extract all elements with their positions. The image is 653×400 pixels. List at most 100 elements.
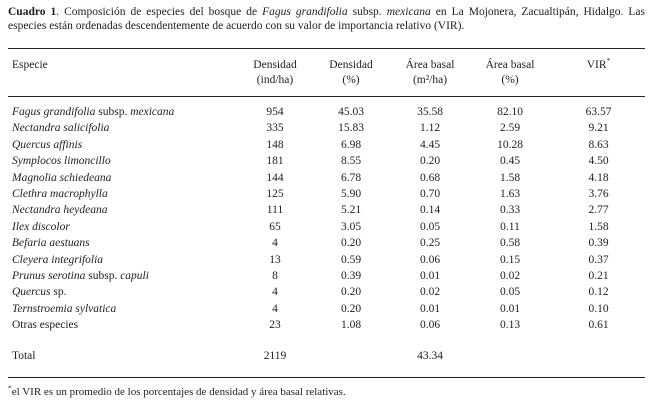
value-cell: 0.02 xyxy=(419,286,441,299)
table-row: Ternstroemia sylvatica 4 0.20 0.01 0.01 0.10 xyxy=(8,301,645,317)
value-cell: 0.37 xyxy=(588,253,609,266)
text-segment: Symplocos limoncillo xyxy=(12,155,111,168)
column-header-line: Especie xyxy=(12,59,48,71)
table-footnote: *el VIR es un promedio de los porcentaje… xyxy=(8,384,645,399)
column-header: VIR* xyxy=(552,48,645,97)
text-segment: Magnolia schiedeana xyxy=(12,171,112,184)
species-table: Especie Densidad (ind/ha) Densidad (%) Área b… xyxy=(8,48,645,379)
value-cell: 0.06 xyxy=(419,253,441,266)
value-cell: 8.55 xyxy=(340,155,362,168)
text-segment: . Composición de especies del bosque de xyxy=(56,6,263,18)
text-segment: Cleyera integrifolia xyxy=(12,253,104,266)
value-cell: 8.63 xyxy=(588,138,609,151)
value-cell: 0.21 xyxy=(588,270,609,283)
text-segment: Quercus xyxy=(12,286,51,299)
text-segment: Otras especies xyxy=(12,319,79,332)
table-row: Symplocos limoncillo 181 8.55 0.20 0.45 4.50 xyxy=(8,153,645,169)
table-row: Fagus grandifolia subsp. mexicana 954 45.0… xyxy=(8,97,645,121)
value-cell: 8 xyxy=(272,270,278,283)
value-cell: 0.20 xyxy=(340,302,362,315)
total-value-cell: 2119 xyxy=(263,349,287,362)
value-cell: 2.77 xyxy=(588,204,609,217)
species-name-cell: Ilex discolor xyxy=(8,219,240,235)
value-cell: 0.33 xyxy=(499,204,521,217)
value-cell: 82.10 xyxy=(497,106,523,118)
value-cell: 4 xyxy=(272,302,278,315)
value-cell: 5.21 xyxy=(340,204,362,217)
table-row: Nectandra heydeana 111 5.21 0.14 0.33 2.77 xyxy=(8,202,645,218)
text-segment: Fagus grandifolia xyxy=(262,6,348,18)
text-segment: Prunus serotina xyxy=(12,270,86,283)
header-row: Especie Densidad (ind/ha) Densidad (%) Área b… xyxy=(8,48,645,97)
table-body: Fagus grandifolia subsp. mexicana 954 45.0… xyxy=(8,97,645,334)
value-cell: 0.11 xyxy=(500,220,520,233)
text-segment: Nectandra salicifolia xyxy=(12,122,110,135)
value-cell: 9.21 xyxy=(588,122,609,135)
species-name-cell: Otras especies xyxy=(8,317,240,333)
table-row: Quercus sp. 4 0.20 0.02 0.05 0.12 xyxy=(8,284,645,300)
value-cell: 4.45 xyxy=(419,138,441,151)
value-cell: 335 xyxy=(266,122,284,135)
value-cell: 0.20 xyxy=(419,155,441,168)
value-cell: 0.01 xyxy=(499,302,521,315)
table-row: Quercus affinis 148 6.98 4.45 10.28 8.63 xyxy=(8,137,645,153)
text-segment: Clethra macrophylla xyxy=(12,188,108,201)
footnote-marker: * xyxy=(606,56,611,66)
text-segment: Befaria aestuans xyxy=(12,237,90,250)
table-row: Ilex discolor 65 3.05 0.05 0.11 1.58 xyxy=(8,219,645,235)
text-segment: subsp. xyxy=(347,6,387,18)
species-name-cell: Cleyera integrifolia xyxy=(8,252,240,268)
value-cell: 0.39 xyxy=(588,237,609,250)
text-segment: Quercus affinis xyxy=(12,138,83,151)
value-cell: 125 xyxy=(266,188,284,201)
text-segment: en La Mojonera, Zacualtipán, Hidalgo. La… xyxy=(8,6,645,32)
table-row: Cleyera integrifolia 13 0.59 0.06 0.15 0.37 xyxy=(8,252,645,268)
value-cell: 2.59 xyxy=(499,122,521,135)
value-cell: 10.28 xyxy=(497,138,523,151)
text-segment: sp. xyxy=(50,286,67,299)
column-header: Especie xyxy=(8,48,240,97)
value-cell: 0.15 xyxy=(499,253,521,266)
value-cell: 0.12 xyxy=(588,286,609,299)
value-cell: 0.25 xyxy=(419,237,441,250)
value-cell: 144 xyxy=(266,171,284,184)
table-row: Nectandra salicifolia 335 15.83 1.12 2.59 9.2… xyxy=(8,120,645,136)
table-row: Befaria aestuans 4 0.20 0.25 0.58 0.39 xyxy=(8,235,645,251)
total-value-cell xyxy=(468,334,552,378)
column-header-line: Densidad xyxy=(253,59,297,71)
value-cell: 0.58 xyxy=(499,237,521,250)
value-cell: 6.78 xyxy=(340,171,362,184)
text-segment: capuli xyxy=(120,270,149,283)
value-cell: 148 xyxy=(266,138,284,151)
column-header-unit: (ind/ha) xyxy=(256,74,294,86)
column-header-line: Área basal xyxy=(485,59,535,71)
text-segment: Fagus grandifolia xyxy=(12,106,96,118)
column-header: Densidad (%) xyxy=(310,48,392,97)
value-cell: 954 xyxy=(266,106,284,118)
species-name-cell: Symplocos limoncillo xyxy=(8,153,240,169)
species-name-cell: Magnolia schiedeana xyxy=(8,170,240,186)
value-cell: 0.20 xyxy=(340,237,362,250)
value-cell: 4.50 xyxy=(588,155,609,168)
value-cell: 45.03 xyxy=(338,106,364,118)
table-row: Prunus serotina subsp. capuli 8 0.39 0.01 0.… xyxy=(8,268,645,284)
value-cell: 35.58 xyxy=(417,106,443,118)
value-cell: 1.58 xyxy=(588,220,609,233)
value-cell: 6.98 xyxy=(340,138,362,151)
value-cell: 4 xyxy=(272,286,278,299)
footnote-text: el VIR es un promedio de los porcentajes… xyxy=(11,386,346,399)
value-cell: 3.76 xyxy=(588,188,609,201)
value-cell: 0.59 xyxy=(340,253,362,266)
text-segment: subsp. xyxy=(95,106,131,118)
column-header-unit: (%) xyxy=(342,74,360,86)
value-cell: 5.90 xyxy=(340,188,362,201)
value-cell: 4.18 xyxy=(588,171,609,184)
value-cell: 1.58 xyxy=(499,171,521,184)
value-cell: 4 xyxy=(272,237,278,250)
column-header-line: Densidad xyxy=(329,59,373,71)
table-header: Especie Densidad (ind/ha) Densidad (%) Área b… xyxy=(8,48,645,97)
value-cell: 181 xyxy=(266,155,284,168)
value-cell: 0.68 xyxy=(419,171,441,184)
text-segment: Ternstroemia sylvatica xyxy=(12,302,117,315)
table-caption: Cuadro 1. Composición de especies del bo… xyxy=(8,5,645,33)
